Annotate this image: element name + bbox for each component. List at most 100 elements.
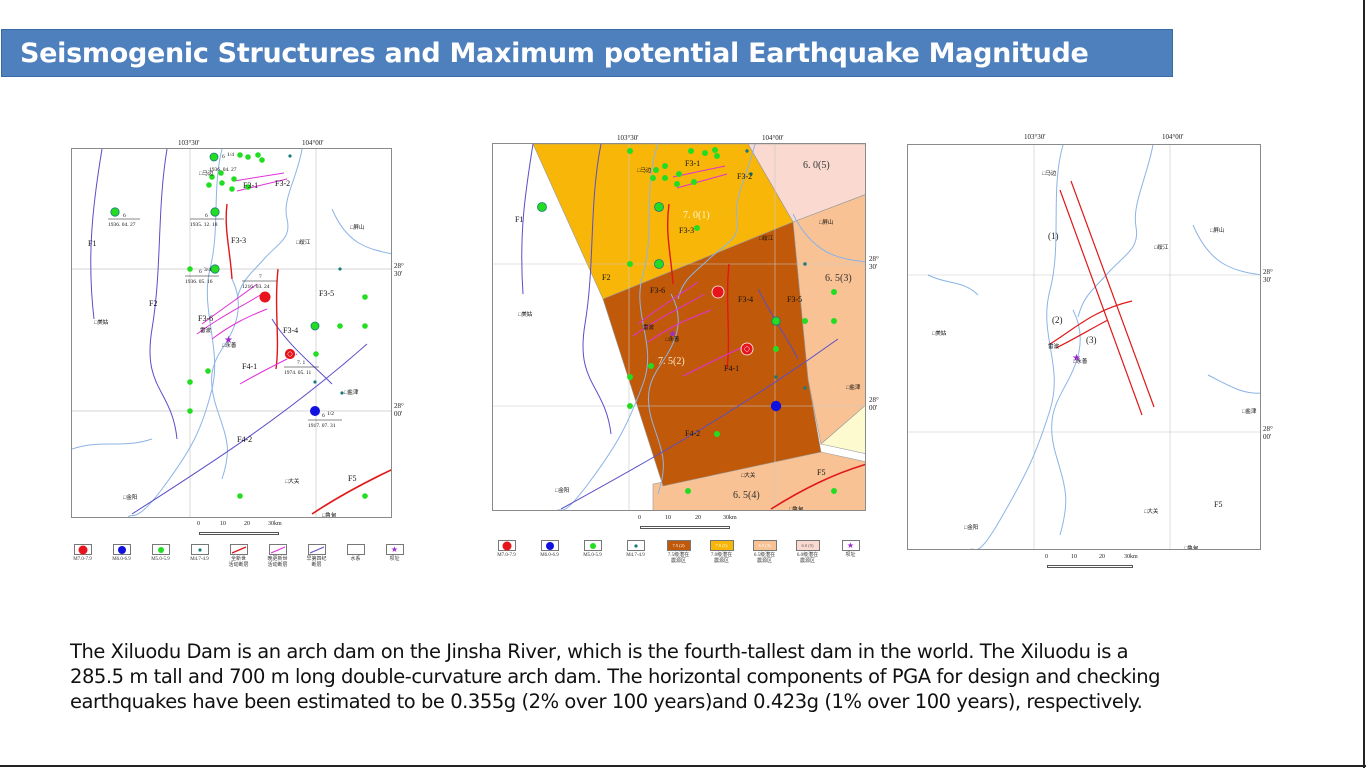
slide-title: Seismogenic Structures and Maximum poten…: [20, 38, 1089, 69]
svg-text:F3-4: F3-4: [283, 326, 298, 335]
red-dot-icon: [78, 545, 87, 554]
map2-lat-top: 28° 30': [869, 255, 879, 271]
legend-zone-70: 7.0 (1) 7.0级潜在 震源区: [700, 540, 743, 565]
zone-2-fault: [1049, 300, 1133, 345]
svg-text:F1: F1: [515, 215, 523, 224]
map3-lat-top-min: 30': [1263, 276, 1272, 284]
description-line-2: 285.5 m tall and 700 m long double-curva…: [70, 665, 1161, 688]
svg-text:□马边: □马边: [637, 166, 652, 174]
svg-text:(3): (3): [1086, 335, 1097, 345]
map1-scale-tick-0: 0: [197, 521, 200, 527]
legend-holocene-fault: 全新世 活动断层: [219, 544, 258, 569]
svg-text:1/4: 1/4: [227, 152, 234, 158]
svg-text:6: 6: [222, 154, 225, 160]
map3-scale-tick-30: 30km: [1124, 554, 1138, 560]
zone-1-fault-east: [1070, 180, 1155, 408]
description-text: The Xiluodu Dam is an arch dam on the Ji…: [70, 639, 1270, 714]
svg-text:□美姑: □美姑: [518, 310, 533, 318]
map1-lat-top-deg: 28°: [394, 262, 404, 270]
map2-earthquakes: [537, 147, 837, 494]
title-bar: Seismogenic Structures and Maximum poten…: [1, 29, 1173, 77]
map3-fault-F5-label: F5: [1214, 500, 1222, 509]
legend-dam-site: ★ 坝址: [375, 544, 414, 569]
map1-fault-labels: F1 F2 F3-1 F3-2 F3-3 F3-4 F3-5 F3-6 F4-1…: [88, 179, 356, 483]
fault-F5-line: [311, 469, 391, 515]
map2-zones: [532, 144, 865, 510]
svg-text:1216. 03. 24: 1216. 03. 24: [242, 284, 270, 290]
map2-lat-bottom-min: 00': [869, 404, 878, 412]
map2-legend: M7.0-7.9 M6.0-6.9 M5.0-5.9 M4.7-4.9 7.5 …: [485, 540, 872, 565]
blue-dot-icon: [117, 545, 126, 554]
svg-text:1974. 05. 11: 1974. 05. 11: [284, 370, 312, 376]
svg-text:3/4: 3/4: [204, 267, 211, 273]
purple-fault-line-icon: [309, 546, 324, 553]
svg-text:F3-6: F3-6: [198, 314, 213, 323]
green-dot-icon: [589, 542, 596, 549]
map2-lat-bottom: 28° 00': [869, 396, 879, 412]
map2-lat-top-deg: 28°: [869, 255, 879, 263]
svg-text:□盐津: □盐津: [1242, 407, 1257, 415]
svg-text:□金阳: □金阳: [964, 523, 978, 531]
controlling-source-map: ★ (1) (2) (3) F5 □马边 □屏山 □绥江 □美姑 雷波 □永善 …: [907, 144, 1261, 550]
fault-F3-3-line: [225, 203, 233, 280]
svg-text:□鲁甸: □鲁甸: [1184, 544, 1199, 550]
map3-canvas: ★ (1) (2) (3) F5 □马边 □屏山 □绥江 □美姑 雷波 □永善 …: [908, 145, 1260, 550]
svg-text:F3-5: F3-5: [787, 295, 802, 304]
zone-60-swatch: 6.0 (5): [801, 543, 814, 548]
legend-zone-65: 6.5 (3) 6.5级潜在 震源区: [743, 540, 786, 565]
legend-dam-site: ★ 坝址: [829, 540, 872, 565]
map1-legend: M7.0-7.9 M6.0-6.9 M5.0-5.9 M4.7-4.9 全新世活…: [63, 544, 414, 569]
potential-source-zone-map: ★ 6. 0(5) 7. 0(1) 6. 5(3) 7. 5(2) 6. 5(4…: [492, 143, 866, 511]
map1-lat-bottom-min: 00': [394, 410, 403, 418]
svg-text:1936. 04. 27: 1936. 04. 27: [108, 222, 136, 228]
svg-text:□金阳: □金阳: [123, 493, 137, 501]
zone-75-swatch: 7.5 (2): [672, 543, 685, 548]
svg-text:1917. 07. 31: 1917. 07. 31: [308, 423, 336, 429]
map1-scale-tick-20: 20: [244, 521, 250, 527]
fault-F4-2-line: [131, 343, 368, 515]
map2-scale-tick-0: 0: [638, 515, 641, 521]
svg-text:□马边: □马边: [199, 169, 214, 177]
map1-lat-top-min: 30': [394, 270, 403, 278]
svg-text:□绥江: □绥江: [1154, 243, 1169, 251]
svg-text:F3-1: F3-1: [685, 159, 700, 168]
map2-lat-bottom-deg: 28°: [869, 396, 879, 404]
map1-lat-bottom-deg: 28°: [394, 402, 404, 410]
map2-scale-tick-20: 20: [695, 515, 701, 521]
legend-late-pleistocene-fault: 晚更新世 活动断层: [258, 544, 297, 569]
svg-text:□鲁甸: □鲁甸: [322, 511, 337, 518]
star-icon: ★: [846, 540, 855, 550]
legend-m47: M4.7-4.9: [614, 540, 657, 565]
map3-scale-tick-0: 0: [1045, 554, 1048, 560]
svg-text:F4-2: F4-2: [685, 429, 700, 438]
svg-text:□马边: □马边: [1042, 169, 1057, 177]
legend-m5: M5.0-5.9: [141, 544, 180, 569]
teal-dot-icon: [633, 543, 638, 548]
svg-text:7: 7: [259, 274, 262, 280]
svg-text:6: 6: [322, 413, 325, 419]
svg-text:F3-5: F3-5: [319, 289, 334, 298]
svg-text:6: 6: [199, 269, 202, 275]
map2-scale-tick-30: 30km: [723, 515, 737, 521]
svg-text:□盐津: □盐津: [344, 388, 359, 396]
map3-lat-bottom-deg: 28°: [1263, 425, 1273, 433]
legend-m5: M5.0-5.9: [571, 540, 614, 565]
legend-zone-60: 6.0 (5) 6.0级潜在 震源区: [786, 540, 829, 565]
svg-text:F4-2: F4-2: [237, 435, 252, 444]
svg-text:7. 5(2): 7. 5(2): [658, 356, 685, 367]
map3-source-faults: [1049, 180, 1155, 416]
map1-lon-right: 104°00': [302, 139, 324, 147]
star-icon: ★: [390, 544, 399, 554]
svg-text:□大关: □大关: [285, 477, 300, 485]
map3-towns: □马边 □屏山 □绥江 □美姑 雷波 □永善 □盐津 □大关 □金阳 □鲁甸: [932, 169, 1257, 550]
fault-F1-line: [90, 149, 103, 320]
svg-text:(1): (1): [1048, 231, 1059, 241]
svg-text:1/2: 1/2: [327, 411, 334, 417]
fault-F2-line: [149, 149, 178, 440]
legend-early-quaternary-fault: 早第四纪 断层: [297, 544, 336, 569]
svg-text:□永善: □永善: [665, 335, 680, 343]
map2-scale-tick-10: 10: [665, 515, 671, 521]
map3-dam-star-icon: ★: [1072, 353, 1081, 364]
map1-event-labels: 6 1/4 1936. 04. 27 6 1936. 04. 27 6 1935…: [108, 152, 342, 429]
svg-text:1936. 05. 16: 1936. 05. 16: [185, 279, 213, 285]
